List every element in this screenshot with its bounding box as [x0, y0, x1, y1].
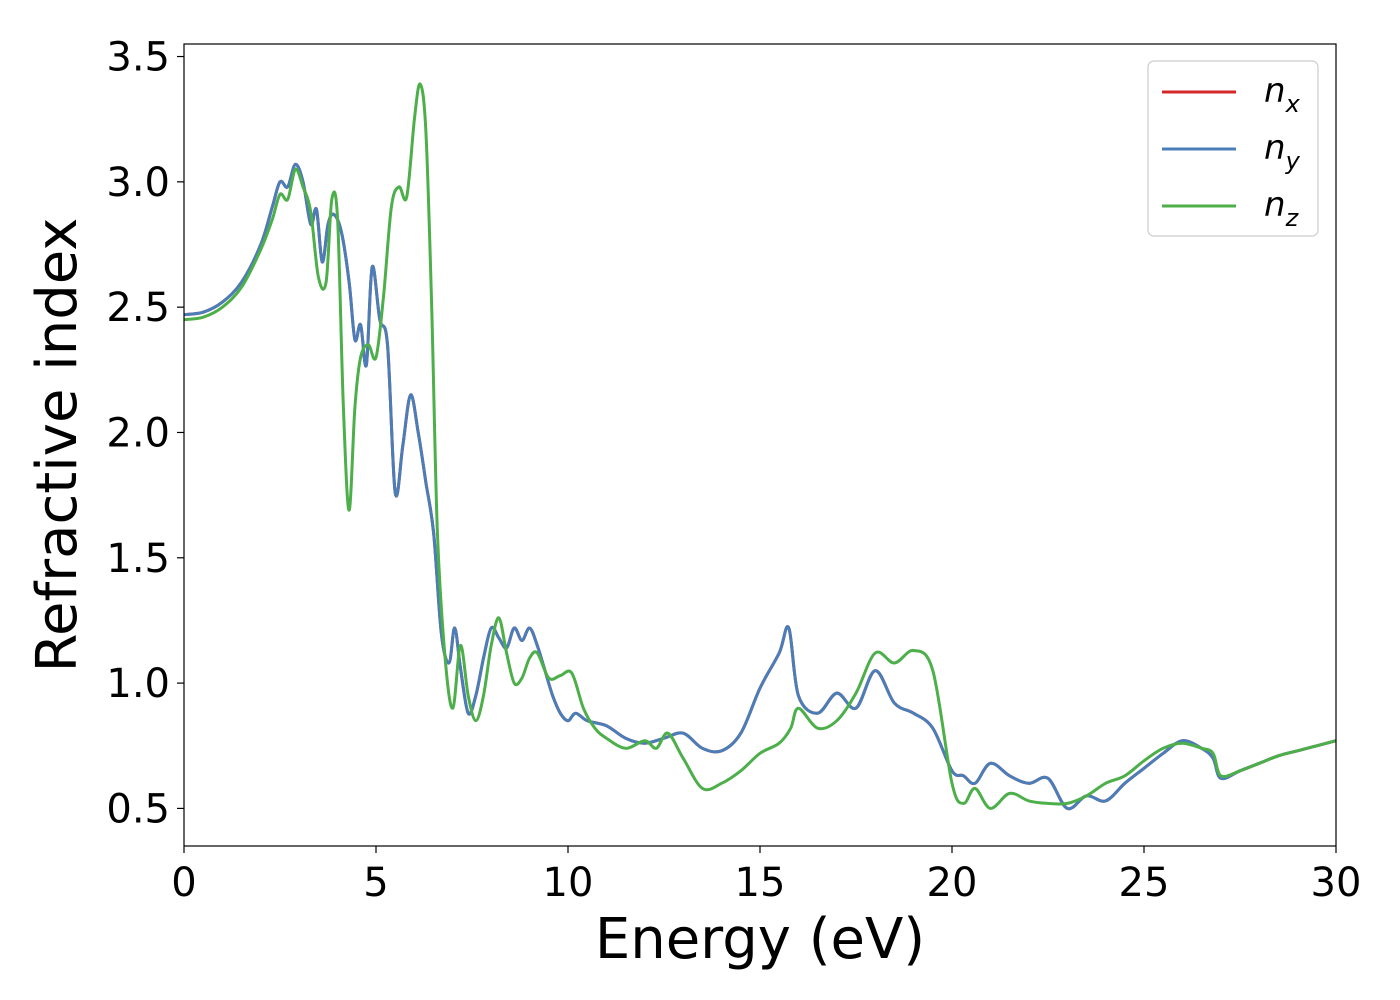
legend-label-x: nx — [1264, 71, 1301, 118]
x-axis-ticks: 0 5 10 15 20 25 30 — [171, 846, 1361, 906]
legend-label-y: ny — [1264, 128, 1301, 175]
x-tick-label: 0 — [171, 860, 196, 906]
x-tick-label: 5 — [363, 860, 388, 906]
x-tick-label: 20 — [927, 860, 978, 906]
y-tick-label: 2.0 — [106, 410, 170, 456]
y-axis-title: Refractive index — [25, 218, 90, 673]
legend-label-z: nz — [1264, 185, 1300, 232]
y-tick-label: 3.0 — [106, 160, 170, 206]
y-tick-label: 3.5 — [106, 35, 170, 81]
series-layer — [183, 82, 1337, 811]
x-tick-label: 25 — [1119, 860, 1170, 906]
y-axis-ticks: 0.5 1.0 1.5 2.0 2.5 3.0 3.5 — [106, 35, 184, 832]
x-tick-label: 30 — [1311, 860, 1362, 906]
x-tick-label: 15 — [735, 860, 786, 906]
x-axis-title: Energy (eV) — [595, 907, 925, 972]
y-tick-label: 1.0 — [106, 661, 170, 707]
series-line-n-y — [183, 162, 1337, 811]
y-tick-label: 1.5 — [106, 536, 170, 582]
legend: nx ny nz — [1147, 60, 1319, 237]
y-tick-label: 2.5 — [106, 285, 170, 331]
series-line-n-z — [183, 82, 1337, 810]
x-tick-label: 10 — [543, 860, 594, 906]
y-tick-label: 0.5 — [106, 786, 170, 832]
